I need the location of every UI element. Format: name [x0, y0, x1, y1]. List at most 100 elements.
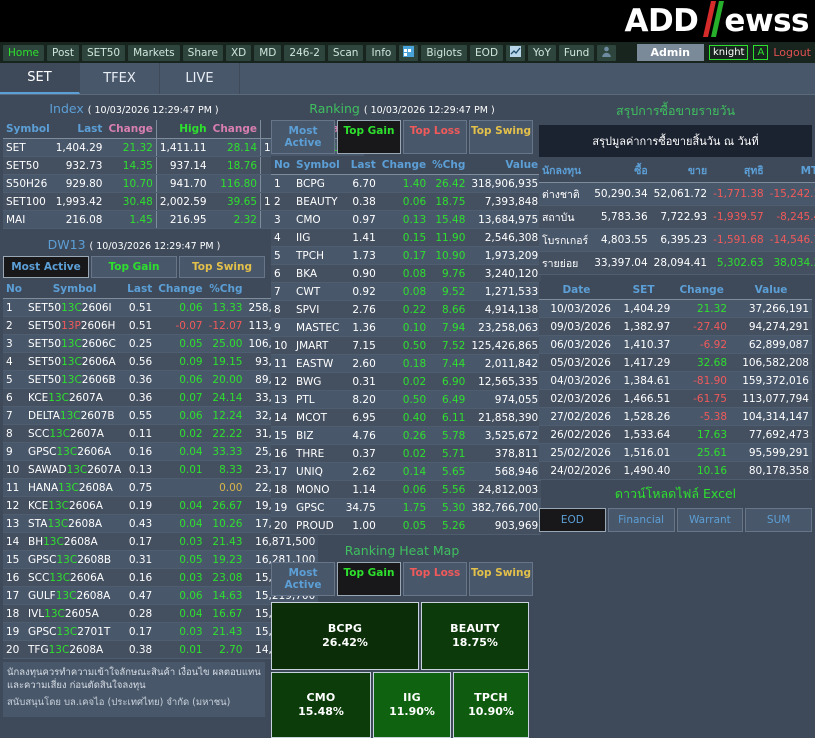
heatmap-cell[interactable]: BEAUTY 18.75% [421, 602, 529, 670]
ranking-row[interactable]: 14 MCOT 6.95 0.40 6.11 21,858,390 [271, 408, 542, 427]
history-cell-value: 80,178,358 [730, 461, 812, 480]
dw-cell-pct: -12.07 [205, 316, 246, 335]
ranking-cell-pct: 9.52 [429, 282, 469, 301]
nav-item-eod[interactable]: EOD [470, 44, 504, 61]
tab-set[interactable]: SET [0, 63, 80, 94]
dw-cell-pct: 2.70 [205, 640, 246, 659]
dw-row[interactable]: 15 GPSC13C2608B 0.31 0.05 19.23 16,281,100 [3, 550, 319, 569]
nav-item-set50[interactable]: SET50 [82, 44, 126, 61]
nav-item-post[interactable]: Post [47, 44, 79, 61]
ranking-row[interactable]: 3 CMO 0.97 0.13 15.48 13,684,975 [271, 210, 542, 229]
summary-row[interactable]: โบรกเกอร์ 4,803.55 6,395.23 -1,591.68 -14,54… [539, 228, 815, 252]
ranking-row[interactable]: 16 THRE 0.37 0.02 5.71 378,811 [271, 444, 542, 463]
tab-live[interactable]: LIVE [160, 63, 240, 94]
dw-tab-most-active[interactable]: Most Active [3, 256, 89, 278]
ranking-row[interactable]: 15 BIZ 4.76 0.26 5.78 3,525,672 [271, 426, 542, 445]
logout-link[interactable]: Logout [773, 46, 811, 59]
user-icon[interactable] [597, 44, 617, 61]
ranking-cell-value: 3,240,120 [468, 264, 542, 283]
heatmap-cell[interactable]: IIG 11.90% [373, 672, 451, 738]
ranking-row[interactable]: 20 PROUD 1.00 0.05 5.26 903,969 [271, 516, 542, 535]
download-sum-button[interactable]: SUM [745, 508, 812, 532]
history-row[interactable]: 25/02/2026 1,516.01 25.61 95,599,291 [539, 443, 812, 462]
dw-row[interactable]: 10 SAWAD13C2607A 0.13 0.01 8.33 23,259,900 [3, 460, 319, 479]
download-financial-button[interactable]: Financial [607, 508, 675, 532]
nav-item-xd[interactable]: XD [225, 44, 252, 61]
ranking-row[interactable]: 18 MONO 1.14 0.06 5.56 24,812,003 [271, 480, 542, 499]
ranking-row[interactable]: 17 UNIQ 2.62 0.14 5.65 568,946 [271, 462, 542, 481]
ranking-cell-pct: 18.75 [429, 192, 469, 211]
nav-item-md[interactable]: MD [254, 44, 282, 61]
heatmap-tab-top-gain[interactable]: Top Gain [337, 562, 401, 596]
history-row[interactable]: 27/02/2026 1,528.26 -5.38 104,314,147 [539, 407, 812, 426]
nav-item-home[interactable]: Home [3, 44, 45, 61]
history-row[interactable]: 02/03/2026 1,466.51 -61.75 113,077,794 [539, 389, 812, 408]
ranking-row[interactable]: 4 IIG 1.41 0.15 11.90 2,546,308 [271, 228, 542, 247]
ranking-row[interactable]: 2 BEAUTY 0.38 0.06 18.75 7,393,848 [271, 192, 542, 211]
ranking-row[interactable]: 9 MASTEC 1.36 0.10 7.94 23,258,063 [271, 318, 542, 337]
dw-cell-pct: 33.33 [205, 442, 246, 461]
ranking-tab-most-active[interactable]: Most Active [271, 120, 335, 154]
dw-row[interactable]: 2 SET5013P2606H 0.51 -0.07 -12.07 113,545,600 [3, 316, 319, 335]
nav-item-markets[interactable]: Markets [128, 44, 180, 61]
dw-tab-top-gain[interactable]: Top Gain [91, 256, 177, 278]
ranking-cell-pct: 8.66 [429, 300, 469, 319]
nav-item-246-2[interactable]: 246-2 [284, 44, 325, 61]
heatmap-tab-top-loss[interactable]: Top Loss [403, 562, 467, 596]
history-row[interactable]: 05/03/2026 1,417.29 32.68 106,582,208 [539, 353, 812, 372]
nav-item-scan[interactable]: Scan [327, 44, 364, 61]
ranking-tab-top-loss[interactable]: Top Loss [403, 120, 467, 154]
dw-row[interactable]: 1 SET5013C2606I 0.51 0.06 13.33 258,646,500 [3, 298, 319, 317]
history-cell-date: 25/02/2026 [539, 443, 614, 462]
index-th-change1: Change [105, 120, 157, 139]
ranking-tab-top-swing[interactable]: Top Swing [469, 120, 533, 154]
history-row[interactable]: 04/03/2026 1,384.61 -81.90 159,372,016 [539, 371, 812, 390]
summary-row[interactable]: สถาบัน5,783.367,722.93-1,939.57-8,245.46… [539, 205, 815, 229]
nav-item-share[interactable]: Share [182, 44, 223, 61]
download-eod-button[interactable]: EOD [539, 508, 606, 532]
nav-item-info[interactable]: Info [366, 44, 397, 61]
ranking-row[interactable]: 7 CWT 0.92 0.08 9.52 1,271,533 [271, 282, 542, 301]
disclaimer-line-1: นักลงทุนควรทำความเข้าใจลักษณะสินค้า เงื่… [7, 667, 261, 691]
ranking-row[interactable]: 8 SPVI 2.76 0.22 8.66 4,914,138 [271, 300, 542, 319]
dw-tab-top-swing[interactable]: Top Swing [179, 256, 265, 278]
ranking-row[interactable]: 6 BKA 0.90 0.08 9.76 3,240,120 [271, 264, 542, 283]
ranking-row[interactable]: 1 BCPG 6.70 1.40 26.42 318,906,935 [271, 174, 542, 193]
summary-row[interactable]: ต่างชาติ 50,290.34 52,061.72 -1,771.38 -15,2… [539, 182, 815, 206]
history-cell-date: 27/02/2026 [539, 407, 614, 426]
heatmap-cell[interactable]: CMO 15.48% [271, 672, 371, 738]
history-row[interactable]: 10/03/2026 1,404.29 21.32 37,266,191 [539, 299, 812, 318]
ranking-tab-top-gain[interactable]: Top Gain [337, 120, 401, 154]
ranking-cell-symbol: JMART [293, 336, 343, 355]
download-warrant-button[interactable]: Warrant [676, 508, 744, 532]
ranking-row[interactable]: 11 EASTW 2.60 0.18 7.44 2,011,842 [271, 354, 542, 373]
ranking-row[interactable]: 19 GPSC 34.75 1.75 5.30 382,766,700 [271, 498, 542, 517]
ranking-row[interactable]: 12 BWG 0.31 0.02 6.90 12,565,335 [271, 372, 542, 391]
heatmap-tab-most-active[interactable]: Most Active [271, 562, 335, 596]
chart-icon[interactable] [506, 44, 526, 61]
dw-row[interactable]: 9 GPSC13C2606A 0.16 0.04 33.33 25,188,800 [3, 442, 319, 461]
nav-item-yoy[interactable]: YoY [528, 44, 556, 61]
tab-tfex[interactable]: TFEX [80, 63, 160, 94]
ranking-row[interactable]: 13 PTL 8.20 0.50 6.49 974,055 [271, 390, 542, 409]
nav-item-biglots[interactable]: Biglots [421, 44, 468, 61]
index-panel-title: Index ( 10/03/2026 12:29:47 PM ) [3, 99, 265, 120]
history-row[interactable]: 26/02/2026 1,533.64 17.63 77,692,473 [539, 425, 812, 444]
ranking-cell-symbol: SPVI [293, 300, 343, 319]
heatmap-tab-top-swing[interactable]: Top Swing [469, 562, 533, 596]
history-row[interactable]: 06/03/2026 1,410.37 -6.92 62,899,087 [539, 335, 812, 354]
heatmap-cell[interactable]: TPCH 10.90% [453, 672, 529, 738]
history-row[interactable]: 24/02/2026 1,490.40 10.16 80,178,358 [539, 461, 812, 480]
nav-item-fund[interactable]: Fund [558, 44, 595, 61]
calendar-icon[interactable] [399, 44, 419, 61]
history-row[interactable]: 09/03/2026 1,382.97 -27.40 94,274,291 [539, 317, 812, 336]
heatmap-cell[interactable]: BCPG 26.42% [271, 602, 419, 670]
ranking-row[interactable]: 10 JMART 7.15 0.50 7.52 125,426,865 [271, 336, 542, 355]
ranking-cell-no: 15 [271, 426, 294, 445]
admin-button[interactable]: Admin [636, 44, 704, 61]
middle-column: Ranking ( 10/03/2026 12:29:47 PM ) Most … [268, 95, 542, 738]
summary-row[interactable]: รายย่อย 33,397.04 28,094.41 5,302.63 38,034.… [539, 251, 815, 275]
dw-cell-no: 10 [3, 460, 26, 479]
ranking-row[interactable]: 5 TPCH 1.73 0.17 10.90 1,973,209 [271, 246, 542, 265]
dw-row[interactable]: 14 BH13C2608A 0.17 0.03 21.43 16,871,500 [3, 532, 319, 551]
